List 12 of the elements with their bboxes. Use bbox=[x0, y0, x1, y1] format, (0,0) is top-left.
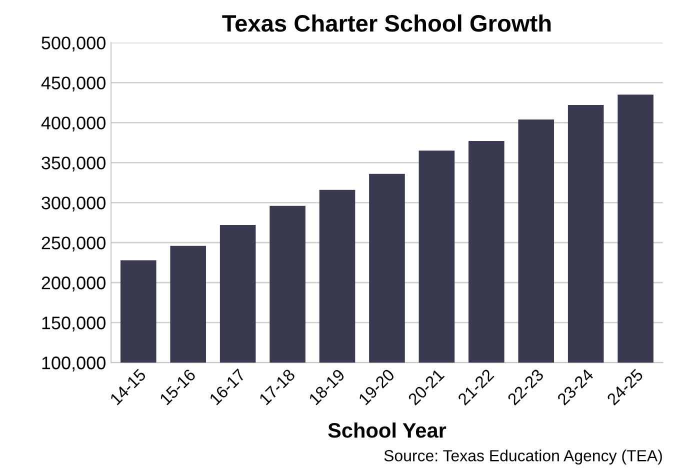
y-tick-label: 500,000 bbox=[42, 36, 106, 52]
y-tick-label: 250,000 bbox=[42, 236, 106, 252]
x-axis-title: School Year bbox=[328, 422, 446, 438]
y-tick-label: 400,000 bbox=[41, 116, 106, 132]
y-tick-label: 200,000 bbox=[42, 276, 106, 292]
y-tick-label: 100,000 bbox=[42, 356, 106, 372]
y-tick-label: 150,000 bbox=[42, 316, 106, 332]
y-tick-label: 450,000 bbox=[41, 76, 106, 92]
y-tick-label: 300,000 bbox=[42, 196, 106, 212]
chart-title: Texas Charter School Growth bbox=[222, 14, 551, 32]
y-tick-label: 350,000 bbox=[42, 156, 106, 172]
source-note: Source: Texas Education Agency (TEA) bbox=[384, 450, 662, 465]
